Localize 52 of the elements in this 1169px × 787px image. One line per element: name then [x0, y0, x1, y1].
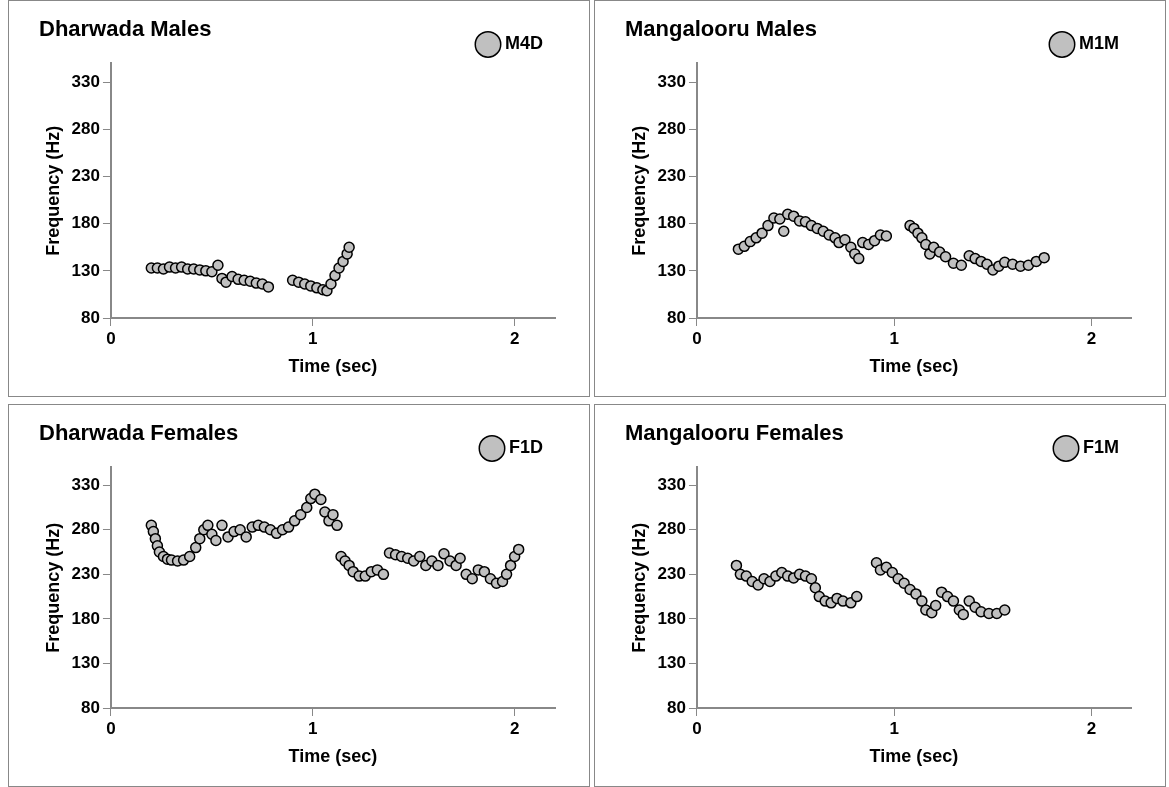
y-tick-label: 280	[657, 119, 686, 139]
x-tick-label: 2	[509, 328, 520, 348]
legend-label: F1D	[509, 437, 544, 458]
x-tick-label: 0	[692, 718, 702, 738]
x-tick-label: 0	[106, 328, 116, 348]
y-tick-label: 230	[657, 564, 686, 584]
x-axis-title: Time (sec)	[288, 356, 378, 377]
x-tick-label: 2	[1086, 718, 1097, 738]
y-tick-label: 230	[71, 564, 100, 584]
y-tick-label: 80	[81, 307, 100, 327]
x-tick-label: 0	[106, 718, 116, 738]
legend-label: M4D	[505, 33, 544, 54]
y-tick-label: 180	[657, 608, 686, 628]
y-tick-label: 330	[657, 71, 686, 91]
y-tick-label: 330	[657, 474, 686, 494]
y-tick-label: 280	[657, 519, 686, 539]
y-tick-label: 130	[71, 653, 100, 673]
x-tick-label: 1	[308, 718, 318, 738]
y-tick-label: 130	[657, 653, 686, 673]
chart-title: Dharwada Females	[39, 420, 239, 446]
y-tick-label: 180	[71, 608, 100, 628]
x-tick-label: 2	[509, 718, 520, 738]
y-tick-label: 230	[657, 166, 686, 186]
x-tick-label: 0	[692, 328, 702, 348]
y-tick-label: 230	[71, 166, 100, 186]
x-axis-title: Time (sec)	[869, 356, 959, 377]
y-tick-label: 130	[71, 260, 100, 280]
x-tick-label: 2	[1086, 328, 1097, 348]
chart-title: Mangalooru Females	[625, 420, 844, 446]
y-axis-title: Frequency (Hz)	[628, 522, 649, 653]
x-axis-title: Time (sec)	[869, 746, 959, 767]
x-tick-label: 1	[308, 328, 318, 348]
y-tick-label: 80	[81, 697, 100, 717]
y-tick-label: 130	[657, 260, 686, 280]
x-tick-label: 1	[889, 718, 899, 738]
legend-label: M1M	[1079, 33, 1119, 54]
y-tick-label: 330	[71, 474, 100, 494]
y-tick-label: 330	[71, 71, 100, 91]
legend-label: F1M	[1083, 437, 1119, 458]
y-tick-label: 80	[667, 697, 686, 717]
y-tick-label: 180	[71, 213, 100, 233]
chart-title: Mangalooru Males	[625, 16, 817, 42]
y-axis-title: Frequency (Hz)	[42, 522, 63, 653]
chart-title: Dharwada Males	[39, 16, 212, 42]
y-axis-title: Frequency (Hz)	[42, 125, 63, 256]
y-tick-label: 280	[71, 119, 100, 139]
y-tick-label: 80	[667, 307, 686, 327]
y-tick-label: 280	[71, 519, 100, 539]
x-axis-title: Time (sec)	[288, 746, 378, 767]
y-axis-title: Frequency (Hz)	[628, 125, 649, 256]
x-tick-label: 1	[889, 328, 899, 348]
y-tick-label: 180	[657, 213, 686, 233]
